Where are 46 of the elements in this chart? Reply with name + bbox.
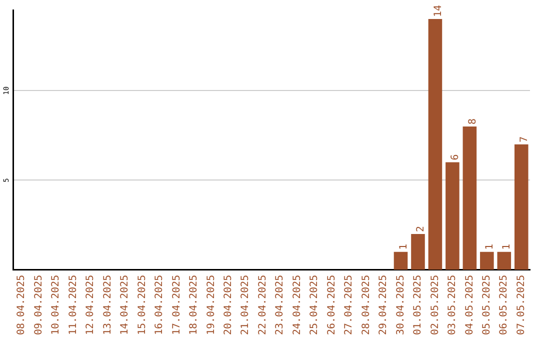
data-label: 8 (467, 118, 478, 124)
x-tick-label: 19.04.2025 (206, 274, 217, 336)
x-tick-label: 06.05.2025 (498, 274, 510, 336)
x-tick-label: 25.04.2025 (309, 274, 320, 336)
x-tick-label: 04.05.2025 (464, 274, 476, 336)
x-tick-label: 29.04.2025 (378, 274, 390, 336)
x-tick-label: 11.04.2025 (68, 274, 79, 336)
data-label: 1 (484, 244, 496, 250)
x-tick-label: 17.04.2025 (171, 274, 182, 336)
x-tick-label: 16.04.2025 (154, 274, 166, 336)
x-tick-label: 26.04.2025 (326, 274, 338, 336)
bar (428, 18, 442, 270)
bar (480, 252, 494, 270)
x-tick-label: 12.04.2025 (85, 274, 96, 336)
x-tick-label: 21.04.2025 (240, 274, 252, 336)
x-tick-label: 24.04.2025 (292, 274, 303, 336)
x-tick-label: 20.04.2025 (223, 274, 234, 336)
x-tick-label: 22.04.2025 (257, 274, 268, 336)
bar (411, 234, 425, 270)
x-tick-label: 30.04.2025 (395, 274, 406, 336)
x-tick-label: 03.05.2025 (447, 274, 458, 336)
bar (497, 252, 512, 270)
x-tick-label: 13.04.2025 (102, 274, 114, 336)
data-label: 7 (518, 136, 530, 142)
data-label: 14 (432, 4, 444, 17)
data-label: 1 (502, 244, 513, 250)
x-tick-label: 23.04.2025 (274, 274, 286, 336)
x-tick-label: 14.04.2025 (120, 274, 131, 336)
bar (514, 144, 528, 270)
x-tick-label: 28.04.2025 (360, 274, 372, 336)
bar (462, 126, 477, 270)
x-tick-label: 07.05.2025 (516, 274, 527, 336)
data-label: 6 (450, 154, 462, 160)
x-tick-label: 05.05.2025 (482, 274, 493, 336)
x-tick-label: 10.04.2025 (50, 274, 62, 336)
x-tick-label: 02.05.2025 (430, 274, 441, 336)
x-tick-label: 18.04.2025 (188, 274, 200, 336)
data-label: 2 (416, 226, 427, 232)
x-tick-label: 27.04.2025 (344, 274, 355, 336)
bar (446, 162, 460, 270)
data-label: 1 (398, 244, 410, 250)
x-tick-label: 09.04.2025 (33, 274, 44, 336)
x-tick-label: 01.05.2025 (412, 274, 424, 336)
x-tick-label: 15.04.2025 (136, 274, 148, 336)
x-tick-label: 08.04.2025 (16, 274, 28, 336)
bar (394, 252, 408, 270)
